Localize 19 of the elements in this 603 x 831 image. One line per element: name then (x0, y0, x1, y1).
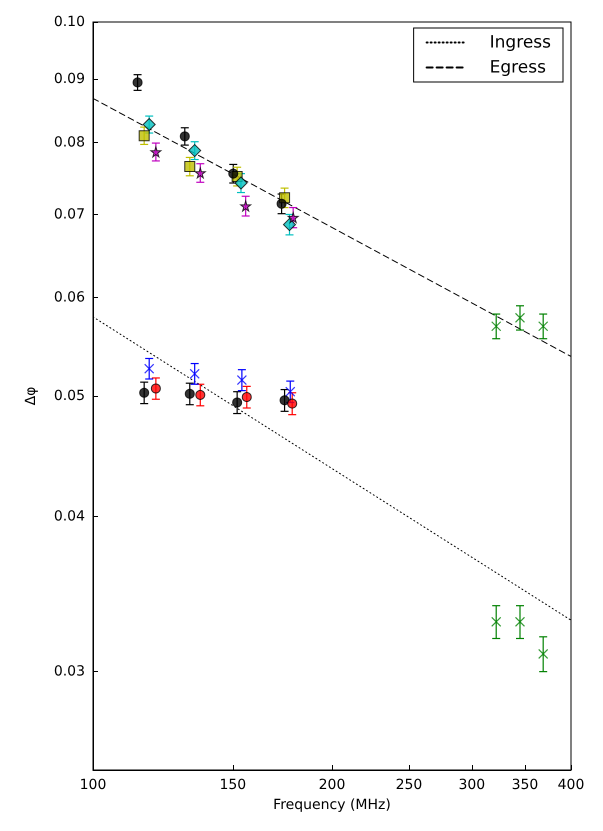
legend-label: Egress (490, 58, 546, 78)
y-tick-label: 0.05 (54, 388, 85, 404)
y-tick-label: 0.10 (54, 14, 85, 30)
x-axis-title: Frequency (MHz) (273, 797, 391, 813)
x-tick-label: 150 (219, 777, 246, 793)
x-tick-label: 300 (458, 777, 486, 793)
x-tick-label: 100 (80, 777, 106, 793)
y-tick-label: 0.04 (54, 508, 86, 524)
x-tick-label: 250 (396, 777, 422, 793)
y-axis-title: Δφ (23, 386, 39, 406)
x-tick-label: 200 (318, 777, 346, 793)
x-tick-label: 350 (512, 777, 538, 793)
y-tick-label: 0.06 (54, 290, 86, 306)
x-tick-label: 400 (558, 777, 584, 793)
y-tick-label: 0.08 (54, 134, 85, 150)
y-tick-label: 0.09 (54, 70, 85, 87)
legend-label: Ingress (490, 32, 552, 52)
y-tick-label: 0.07 (54, 206, 85, 222)
y-tick-label: 0.03 (54, 664, 85, 680)
